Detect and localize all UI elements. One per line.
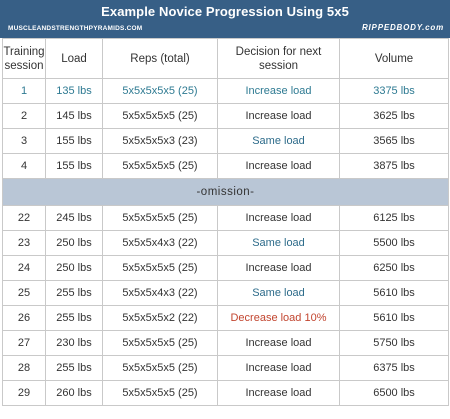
cell-reps: 5x5x5x5x5 (25) xyxy=(102,355,218,381)
cell-volume: 6500 lbs xyxy=(339,380,449,406)
cell-session: 24 xyxy=(2,255,46,281)
cell-session: 4 xyxy=(2,153,46,179)
table-row: 22 245 lbs 5x5x5x5x5 (25) Increase load 6125… xyxy=(2,205,449,231)
cell-decision: Increase load xyxy=(217,103,340,129)
cell-reps: 5x5x5x5x5 (25) xyxy=(102,103,218,129)
table-row: 25 255 lbs 5x5x5x4x3 (22) Same load 5610 lbs xyxy=(2,280,449,306)
cell-decision: Increase load xyxy=(217,380,340,406)
cell-decision: Same load xyxy=(217,280,340,306)
cell-decision: Increase load xyxy=(217,153,340,179)
cell-session: 22 xyxy=(2,205,46,231)
table-row: 24 250 lbs 5x5x5x5x5 (25) Increase load 6250… xyxy=(2,255,449,281)
cell-reps: 5x5x5x5x5 (25) xyxy=(102,255,218,281)
cell-volume: 5500 lbs xyxy=(339,230,449,256)
cell-volume: 3565 lbs xyxy=(339,128,449,154)
cell-session: 2 xyxy=(2,103,46,129)
title-banner: Example Novice Progression Using 5x5 MUS… xyxy=(0,0,450,38)
cell-session: 23 xyxy=(2,230,46,256)
header-volume: Volume xyxy=(339,38,449,79)
cell-session: 28 xyxy=(2,355,46,381)
table-row: 1 135 lbs 5x5x5x5x5 (25) Increase load 3375 … xyxy=(2,78,449,104)
cell-load: 135 lbs xyxy=(45,78,103,104)
table-row: 4 155 lbs 5x5x5x5x5 (25) Increase load 3875 … xyxy=(2,153,449,179)
header-decision: Decision for next session xyxy=(217,38,340,79)
omission-row: -omission- xyxy=(2,178,449,206)
cell-decision: Increase load xyxy=(217,78,340,104)
header-row: Training session Load Reps (total) Decis… xyxy=(2,38,449,79)
source-site-left: MUSCLEANDSTRENGTHPYRAMIDS.COM xyxy=(8,25,143,32)
table-row: 28 255 lbs 5x5x5x5x5 (25) Increase load 6375… xyxy=(2,355,449,381)
cell-volume: 5610 lbs xyxy=(339,280,449,306)
cell-decision: Increase load xyxy=(217,355,340,381)
cell-decision: Increase load xyxy=(217,330,340,356)
cell-session: 1 xyxy=(2,78,46,104)
cell-load: 155 lbs xyxy=(45,153,103,179)
cell-reps: 5x5x5x5x2 (22) xyxy=(102,305,218,331)
cell-load: 230 lbs xyxy=(45,330,103,356)
cell-volume: 3375 lbs xyxy=(339,78,449,104)
table-row: 29 260 lbs 5x5x5x5x5 (25) Increase load 6500… xyxy=(2,380,449,406)
cell-load: 255 lbs xyxy=(45,280,103,306)
cell-volume: 3625 lbs xyxy=(339,103,449,129)
cell-reps: 5x5x5x5x3 (23) xyxy=(102,128,218,154)
cell-load: 145 lbs xyxy=(45,103,103,129)
cell-volume: 6375 lbs xyxy=(339,355,449,381)
cell-reps: 5x5x5x5x5 (25) xyxy=(102,330,218,356)
header-load: Load xyxy=(45,38,103,79)
cell-load: 155 lbs xyxy=(45,128,103,154)
table-row: 23 250 lbs 5x5x5x4x3 (22) Same load 5500 lbs xyxy=(2,230,449,256)
cell-load: 255 lbs xyxy=(45,355,103,381)
cell-load: 245 lbs xyxy=(45,205,103,231)
cell-session: 26 xyxy=(2,305,46,331)
cell-volume: 6125 lbs xyxy=(339,205,449,231)
cell-session: 29 xyxy=(2,380,46,406)
cell-decision: Increase load xyxy=(217,205,340,231)
header-reps: Reps (total) xyxy=(102,38,218,79)
cell-volume: 5750 lbs xyxy=(339,330,449,356)
cell-reps: 5x5x5x5x5 (25) xyxy=(102,205,218,231)
cell-load: 255 lbs xyxy=(45,305,103,331)
table-title: Example Novice Progression Using 5x5 xyxy=(101,4,349,19)
cell-volume: 5610 lbs xyxy=(339,305,449,331)
cell-volume: 3875 lbs xyxy=(339,153,449,179)
cell-volume: 6250 lbs xyxy=(339,255,449,281)
progression-table: Training session Load Reps (total) Decis… xyxy=(2,38,449,406)
cell-reps: 5x5x5x5x5 (25) xyxy=(102,380,218,406)
cell-decision: Decrease load 10% xyxy=(217,305,340,331)
cell-decision: Same load xyxy=(217,230,340,256)
cell-session: 27 xyxy=(2,330,46,356)
cell-session: 3 xyxy=(2,128,46,154)
omission-label: -omission- xyxy=(2,178,449,206)
cell-load: 250 lbs xyxy=(45,255,103,281)
table-row: 2 145 lbs 5x5x5x5x5 (25) Increase load 3625 … xyxy=(2,103,449,129)
cell-decision: Same load xyxy=(217,128,340,154)
table-row: 3 155 lbs 5x5x5x5x3 (23) Same load 3565 lbs xyxy=(2,128,449,154)
table-row: 26 255 lbs 5x5x5x5x2 (22) Decrease load 10%… xyxy=(2,305,449,331)
source-site-right: RIPPEDBODY.com xyxy=(361,23,444,32)
cell-session: 25 xyxy=(2,280,46,306)
cell-load: 250 lbs xyxy=(45,230,103,256)
cell-reps: 5x5x5x4x3 (22) xyxy=(102,230,218,256)
cell-reps: 5x5x5x4x3 (22) xyxy=(102,280,218,306)
header-session: Training session xyxy=(2,38,46,79)
cell-reps: 5x5x5x5x5 (25) xyxy=(102,153,218,179)
cell-decision: Increase load xyxy=(217,255,340,281)
cell-load: 260 lbs xyxy=(45,380,103,406)
cell-reps: 5x5x5x5x5 (25) xyxy=(102,78,218,104)
table-row: 27 230 lbs 5x5x5x5x5 (25) Increase load 5750… xyxy=(2,330,449,356)
